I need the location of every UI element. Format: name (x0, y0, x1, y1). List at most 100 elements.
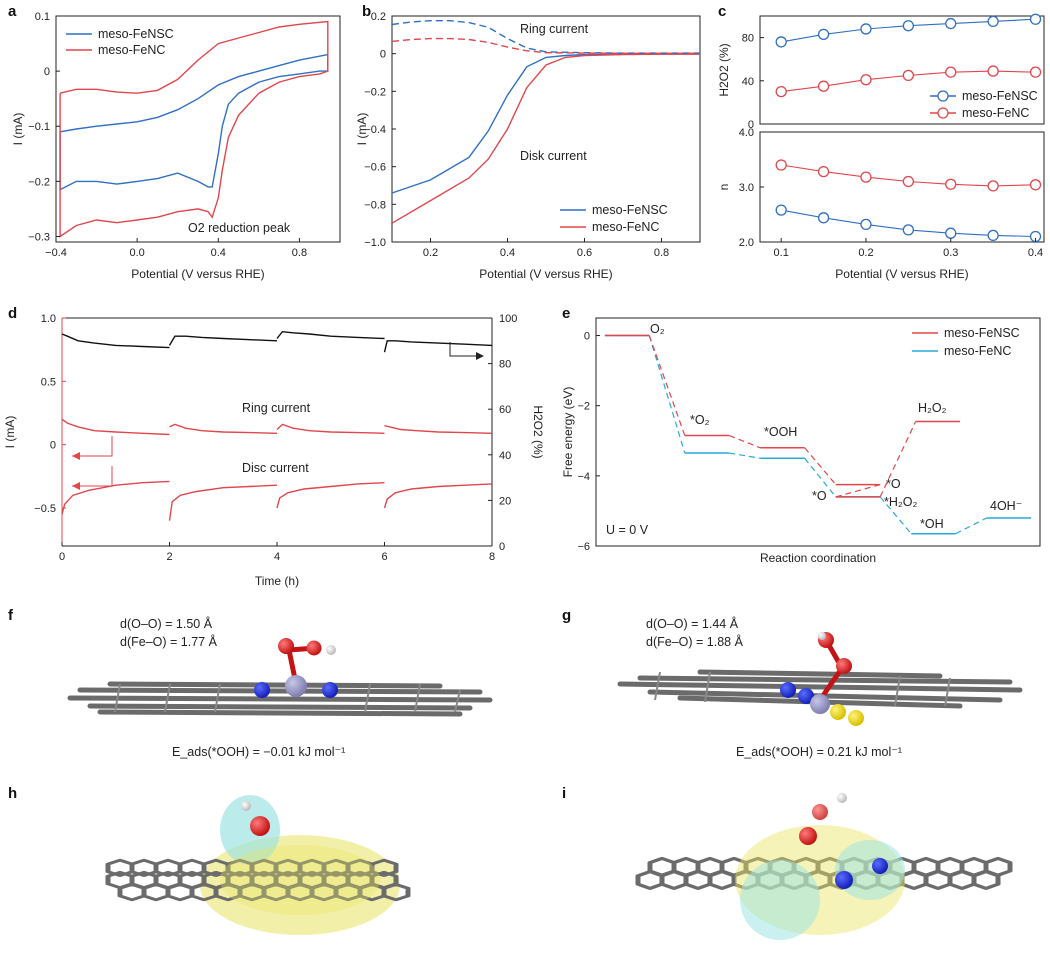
c-marker-meso-FeNC (902, 69, 915, 82)
x-axis-label: Potential (V versus RHE) (479, 267, 612, 281)
connector-meso-FeNSC-5 (879, 421, 917, 498)
y-tick-label: 40 (742, 76, 754, 88)
y-tick-label: −2 (577, 401, 590, 413)
y-tick-label: 3.0 (739, 182, 754, 194)
panel-label-f: f (8, 607, 14, 624)
y2-axis-label: H2O2 (%) (531, 405, 545, 458)
y-axis-label: Free energy (eV) (561, 387, 575, 478)
c-marker-meso-FeNC (860, 171, 872, 183)
x-tick-label: 6 (381, 551, 387, 563)
y-tick-label: 100 (499, 313, 517, 325)
y-tick-label: 4.0 (739, 127, 754, 139)
connector-meso-FeNC-5 (955, 517, 987, 535)
level-label-h2o2-ads: *H₂O₂ (884, 495, 917, 509)
arrowhead (476, 352, 484, 360)
legend-label: meso-FeNSC (98, 27, 174, 41)
y-tick-label: −0.2 (364, 86, 386, 98)
y-axis-label-bottom: n (717, 184, 731, 191)
plot-frame-bottom (759, 131, 1045, 243)
x-axis-label: Time (h) (255, 574, 299, 588)
c-marker-meso-FeNSC (775, 204, 787, 216)
level-label-ooh: *OOH (764, 425, 797, 439)
c-marker-meso-FeNSC (987, 15, 999, 28)
g-eads: E_ads(*OOH) = 0.21 kJ mol⁻¹ (736, 745, 902, 759)
f-nitrogen-atom (254, 682, 270, 698)
c-marker-meso-FeNSC (1029, 13, 1042, 25)
plot-frame-top (759, 15, 1045, 125)
ring-current-annotation: Ring current (242, 401, 311, 415)
f-eads: E_ads(*OOH) = −0.01 kJ mol⁻¹ (172, 745, 345, 759)
rrde-curve-0 (391, 53, 700, 194)
x-tick-label: 0.2 (423, 247, 438, 259)
d-segment-H2O2-2 (276, 330, 385, 340)
panel-f-structure: d(O–O) = 1.50 Å d(Fe–O) = 1.77 Å E_ads(*… (67, 616, 493, 759)
y-tick-label: −0.3 (28, 231, 50, 243)
x-tick-label: 0.4 (500, 247, 515, 259)
y-tick-label: 80 (499, 359, 511, 371)
h2o2-to-right-arrow (449, 342, 480, 357)
plot-frame (55, 15, 341, 243)
f-iron-atom (285, 675, 307, 697)
x-tick-label: 0.6 (577, 247, 592, 259)
c-marker-meso-FeNSC (817, 28, 830, 41)
y-tick-label: 60 (499, 404, 511, 416)
y-tick-label: 0.1 (35, 11, 50, 23)
legend-label: meso-FeNSC (962, 89, 1038, 103)
c-marker-meso-FeNC (775, 159, 787, 171)
x-tick-label: 0.3 (943, 247, 958, 259)
panel-label-c: c (718, 3, 726, 20)
y-tick-label: 40 (499, 450, 511, 462)
c-marker-meso-FeNSC (902, 20, 915, 32)
panel-i-charge-density (638, 793, 1010, 940)
c-marker-meso-FeNC (945, 178, 957, 190)
level-label-o-fensc: *O (886, 477, 901, 491)
y-tick-label: −4 (577, 471, 590, 483)
panel-e-free-energy-chart: 0 −2 −4 −6 Free energy (eV) Reaction coordina… (561, 317, 1041, 565)
level-label-h2o2: H₂O₂ (918, 401, 947, 415)
panel-label-i: i (562, 785, 566, 802)
x-tick-label: 0 (59, 551, 65, 563)
f-graphene-sheet (67, 681, 493, 717)
connector-meso-FeNSC-4 (835, 484, 881, 498)
connector-meso-FeNC-1 (648, 335, 686, 454)
y-tick-label: 0 (499, 541, 505, 553)
x-tick-label: −0.4 (45, 247, 67, 259)
ring-current-annotation: Ring current (520, 22, 589, 36)
x-tick-label: 0.1 (774, 247, 789, 259)
legend-label: meso-FeNSC (592, 203, 668, 217)
level-label-o-fenc: *O (812, 489, 827, 503)
panel-label-b: b (362, 3, 371, 20)
level-label-4oh: 4OH⁻ (990, 499, 1022, 513)
y-tick-label: 0.5 (41, 376, 56, 388)
d-segment-Disc current-1 (168, 484, 278, 521)
y-tick-label: −0.2 (28, 176, 50, 188)
level-label-o2: O₂ (650, 322, 665, 336)
c-marker-meso-FeNSC (945, 17, 957, 30)
panel-label-d: d (8, 305, 17, 322)
d-segment-Disc current-0 (61, 480, 170, 515)
d-segment-Ring current-1 (169, 423, 278, 434)
y-tick-label: −0.8 (364, 199, 386, 211)
legend-label: meso-FeNC (592, 220, 659, 234)
y-tick-label: 0 (748, 119, 754, 131)
c-marker-meso-FeNC (902, 175, 915, 188)
d-segment-H2O2-3 (383, 340, 493, 353)
c-marker-meso-FeNC (817, 80, 830, 92)
panel-b-rrde-chart: 0.2 0.4 0.6 0.8 0.2 0 −0.2 −0.4 −0.6 −0.8 −1.0 Pote… (355, 11, 701, 281)
panel-h-charge-density (108, 795, 408, 935)
c-marker-meso-FeNC (817, 165, 830, 178)
c-marker-meso-FeNC (1029, 179, 1042, 191)
panel-label-h: h (8, 785, 17, 802)
d-segment-Ring current-3 (384, 425, 493, 434)
connector-meso-FeNSC-1 (648, 335, 686, 436)
y-axis-label: I (mA) (3, 416, 17, 449)
y-tick-label: 0 (380, 49, 386, 61)
c-marker-meso-FeNC (987, 65, 999, 77)
d-segment-H2O2-0 (61, 333, 170, 349)
y-tick-label: 0 (44, 66, 50, 78)
level-label-o2-ads: *O₂ (690, 413, 710, 427)
f-d-feo: d(Fe–O) = 1.77 Å (120, 634, 218, 649)
y-axis-label-top: H2O2 (%) (717, 43, 731, 96)
legend-marker (937, 90, 949, 102)
